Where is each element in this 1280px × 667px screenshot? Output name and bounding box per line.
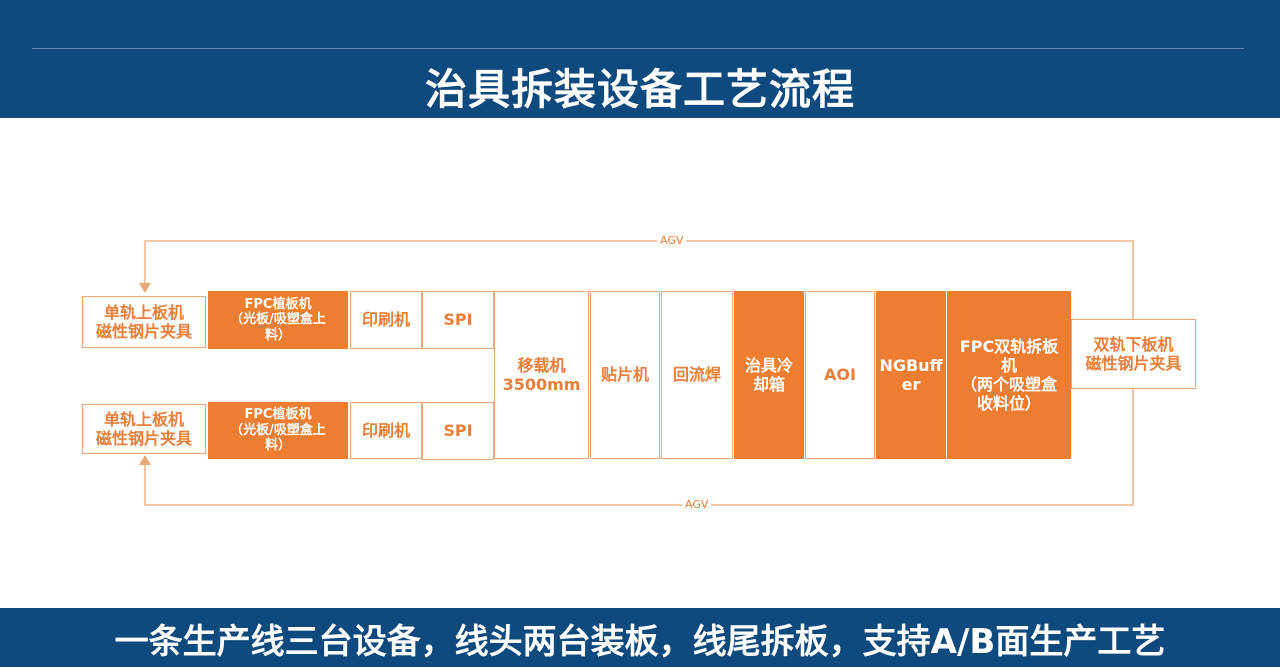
fpc-dual-depaneling-box: FPC双轨拆板 机 （两个吸塑盒 收料位） [947,291,1071,459]
top-fpc-mount-box: FPC植板机 （光板/吸塑盒上 料） [208,291,348,349]
bottom-loader-box: 单轨上板机 磁性钢片夹具 [82,404,206,454]
unloader-box: 双轨下板机 磁性钢片夹具 [1071,319,1196,389]
fixture-cooling-box: 治具冷 却箱 [734,291,804,459]
header-banner: 治具拆装设备工艺流程 [0,0,1280,118]
top-loader-box: 单轨上板机 磁性钢片夹具 [82,296,206,348]
bottom-fpc-mount-box: FPC植板机 （光板/吸塑盒上 料） [208,402,348,459]
ngbuffer-box: NGBuff er [876,291,946,459]
top-printer-box: 印刷机 [350,291,422,349]
agv-bottom-label: AGV [682,499,712,511]
top-spi-box: SPI [422,291,494,349]
reflow-oven-box: 回流焊 [661,291,733,459]
agv-top-label: AGV [657,235,687,247]
aoi-box: AOI [805,291,875,459]
header-divider [32,48,1244,49]
page-title: 治具拆装设备工艺流程 [424,65,855,114]
bottom-printer-box: 印刷机 [350,402,422,459]
footer-summary: 一条生产线三台设备，线头两台装板，线尾拆板，支持A/B面生产工艺 [114,622,1166,662]
placement-machine-box: 贴片机 [590,291,660,459]
bottom-spi-box: SPI [422,402,494,460]
transfer-machine-box: 移载机 3500mm [494,291,589,459]
footer-banner: 一条生产线三台设备，线头两台装板，线尾拆板，支持A/B面生产工艺 [0,608,1280,667]
